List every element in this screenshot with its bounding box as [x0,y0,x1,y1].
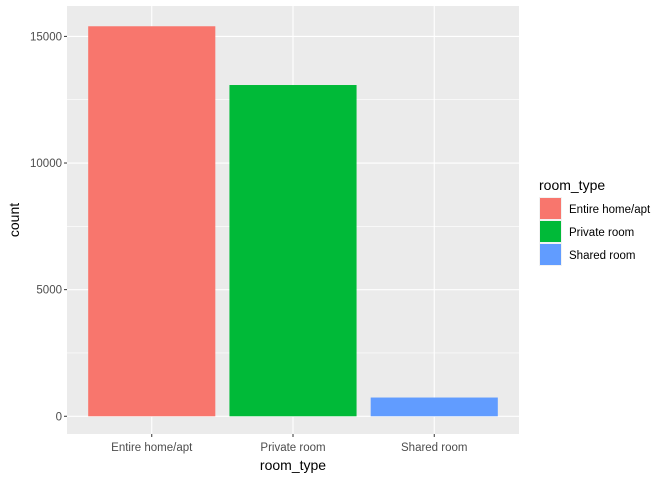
legend-swatch [540,221,561,242]
y-axis-title: count [6,203,22,237]
legend-label: Entire home/apt [569,204,651,216]
x-axis-title: room_type [260,457,326,473]
y-axis-ticks: 0 5000 10000 15000 [30,31,67,423]
y-tick-label: 0 [56,411,62,423]
bar-private-room [229,85,357,417]
y-tick-label: 10000 [30,158,62,170]
x-tick-label: Entire home/apt [111,442,193,454]
legend-title: room_type [539,177,605,193]
bar-shared-room [370,397,498,417]
legend-label: Private room [569,227,634,239]
legend: room_type Entire home/apt Private room Sha… [539,177,651,266]
bar-entire-home-apt [88,26,216,417]
bars [88,26,498,417]
x-tick-label: Private room [260,442,325,454]
y-tick-label: 15000 [30,31,62,43]
x-tick-label: Shared room [401,442,467,454]
legend-swatch [540,198,561,219]
legend-swatch [540,244,561,265]
y-tick-label: 5000 [36,285,62,297]
x-axis-ticks: Entire home/apt Private room Shared room [111,434,467,454]
legend-label: Shared room [569,250,635,262]
